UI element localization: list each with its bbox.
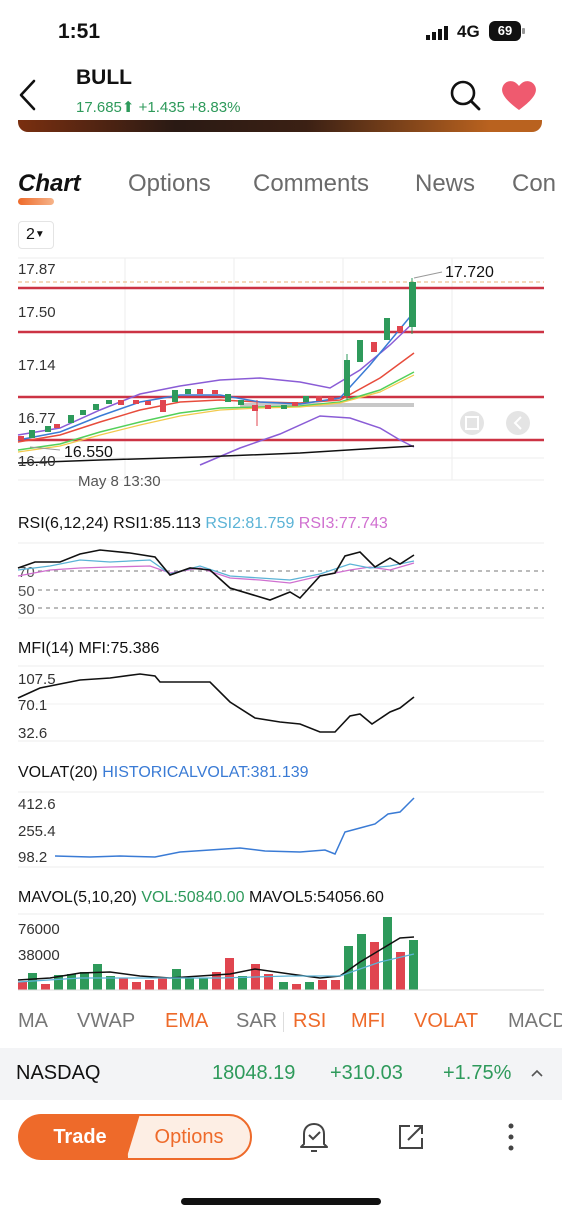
back-chevron-icon[interactable] xyxy=(16,78,40,112)
volat-tick: 98.2 xyxy=(18,849,47,866)
rsi-level: 30 xyxy=(18,601,35,618)
tab-news[interactable]: News xyxy=(415,170,476,197)
bell-icon[interactable] xyxy=(298,1120,330,1154)
active-tab-underline xyxy=(18,198,54,205)
indicator-vwap[interactable]: VWAP xyxy=(77,1010,136,1032)
indicator-volat[interactable]: VOLAT xyxy=(414,1010,479,1032)
up-arrow-icon: ⬆ xyxy=(121,99,135,116)
date-label: May 8 13:30 xyxy=(78,473,161,490)
y-tick: 16.77 xyxy=(18,410,56,427)
vol-value: VOL:50840.00 xyxy=(141,889,245,906)
index-value: 18048.19 xyxy=(212,1062,296,1084)
rsi-chart[interactable]: 70 50 30 xyxy=(0,540,562,620)
rsi-title: RSI(6,12,24) xyxy=(18,515,109,532)
indicator-rsi[interactable]: RSI xyxy=(293,1010,327,1032)
volume-tick: 76000 xyxy=(18,921,60,938)
last-price: 17.685 xyxy=(76,99,122,116)
more-vert-icon[interactable] xyxy=(505,1122,517,1152)
signal-icon xyxy=(426,26,448,40)
mfi-value: MFI:75.386 xyxy=(78,640,160,657)
trade-button[interactable]: Trade xyxy=(18,1114,142,1160)
rsi2-value: RSI2:81.759 xyxy=(205,515,295,532)
volat-header: VOLAT(20) HISTORICALVOLAT:381.139 xyxy=(18,764,309,782)
rsi3-value: RSI3:77.743 xyxy=(298,515,388,532)
quote-line: 17.685⬆ +1.435 +8.83% xyxy=(76,98,240,116)
rsi-level: 50 xyxy=(18,583,35,600)
index-change-pct: +1.75% xyxy=(443,1062,512,1084)
indicator-mfi[interactable]: MFI xyxy=(351,1010,386,1032)
high-price-label: 17.720 xyxy=(445,264,494,281)
promo-banner-strip[interactable] xyxy=(18,120,542,132)
chevron-up-icon[interactable] xyxy=(530,1068,544,1078)
battery-tip xyxy=(522,28,525,34)
mfi-tick: 32.6 xyxy=(18,725,47,742)
price-change-pct: +8.83% xyxy=(189,99,241,116)
volat-tick: 255.4 xyxy=(18,823,56,840)
collapse-icon[interactable] xyxy=(506,411,530,435)
mavol5-value: MAVOL5:54056.60 xyxy=(248,889,384,906)
volat-tick: 412.6 xyxy=(18,796,56,813)
network-type: 4G xyxy=(457,22,480,41)
indicator-divider xyxy=(283,1012,284,1032)
expand-icon[interactable] xyxy=(460,411,484,435)
index-name: NASDAQ xyxy=(16,1062,101,1084)
status-time: 1:51 xyxy=(58,20,101,43)
search-icon[interactable] xyxy=(448,78,482,112)
y-tick: 16.40 xyxy=(18,453,56,470)
indicator-macd[interactable]: MACD xyxy=(508,1010,562,1032)
heart-icon[interactable] xyxy=(500,78,538,112)
y-tick: 17.50 xyxy=(18,304,56,321)
mfi-tick: 70.1 xyxy=(18,697,47,714)
mfi-tick: 107.5 xyxy=(18,671,56,688)
volume-chart[interactable]: 76000 38000 xyxy=(0,912,562,992)
tab-more[interactable]: Con xyxy=(512,170,557,197)
mfi-title: MFI(14) xyxy=(18,640,74,657)
indicator-sar[interactable]: SAR xyxy=(236,1010,278,1032)
mavol-header: MAVOL(5,10,20) VOL:50840.00 MAVOL5:54056… xyxy=(18,889,384,907)
index-ticker-bar[interactable] xyxy=(0,1048,562,1100)
volat-chart[interactable]: 412.6 255.4 98.2 xyxy=(0,790,562,868)
options-button[interactable]: Options xyxy=(126,1114,252,1160)
tab-chart[interactable]: Chart xyxy=(18,170,81,197)
timeframe-select[interactable]: 2▼ xyxy=(18,221,54,249)
y-tick: 17.87 xyxy=(18,261,56,278)
timeframe-value: 2 xyxy=(26,226,35,243)
indicator-ma[interactable]: MA xyxy=(18,1010,48,1032)
home-indicator xyxy=(181,1198,381,1205)
tab-options[interactable]: Options xyxy=(128,170,211,197)
indicator-ema[interactable]: EMA xyxy=(165,1010,209,1032)
y-tick: 17.14 xyxy=(18,357,56,374)
tab-comments[interactable]: Comments xyxy=(253,170,370,197)
price-change: +1.435 xyxy=(138,99,185,116)
share-icon[interactable] xyxy=(396,1122,428,1152)
volat-value: HISTORICALVOLAT:381.139 xyxy=(102,764,309,781)
volat-title: VOLAT(20) xyxy=(18,764,98,781)
caret-down-icon: ▼ xyxy=(34,229,45,240)
index-change: +310.03 xyxy=(330,1062,403,1084)
mfi-chart[interactable]: 107.5 70.1 32.6 xyxy=(0,664,562,742)
ticker-symbol: BULL xyxy=(76,66,132,89)
rsi1-value: RSI1:85.113 xyxy=(113,515,201,532)
price-chart[interactable]: 17.87 17.50 17.14 16.77 16.40 17.720 16.… xyxy=(0,250,562,490)
mfi-header: MFI(14) MFI:75.386 xyxy=(18,640,159,658)
mavol-title: MAVOL(5,10,20) xyxy=(18,889,137,906)
rsi-header: RSI(6,12,24) RSI1:85.113 RSI2:81.759 RSI… xyxy=(18,515,388,533)
volume-tick: 38000 xyxy=(18,947,60,964)
low-price-label: 16.550 xyxy=(64,444,113,461)
battery-icon: 69 xyxy=(489,21,521,41)
